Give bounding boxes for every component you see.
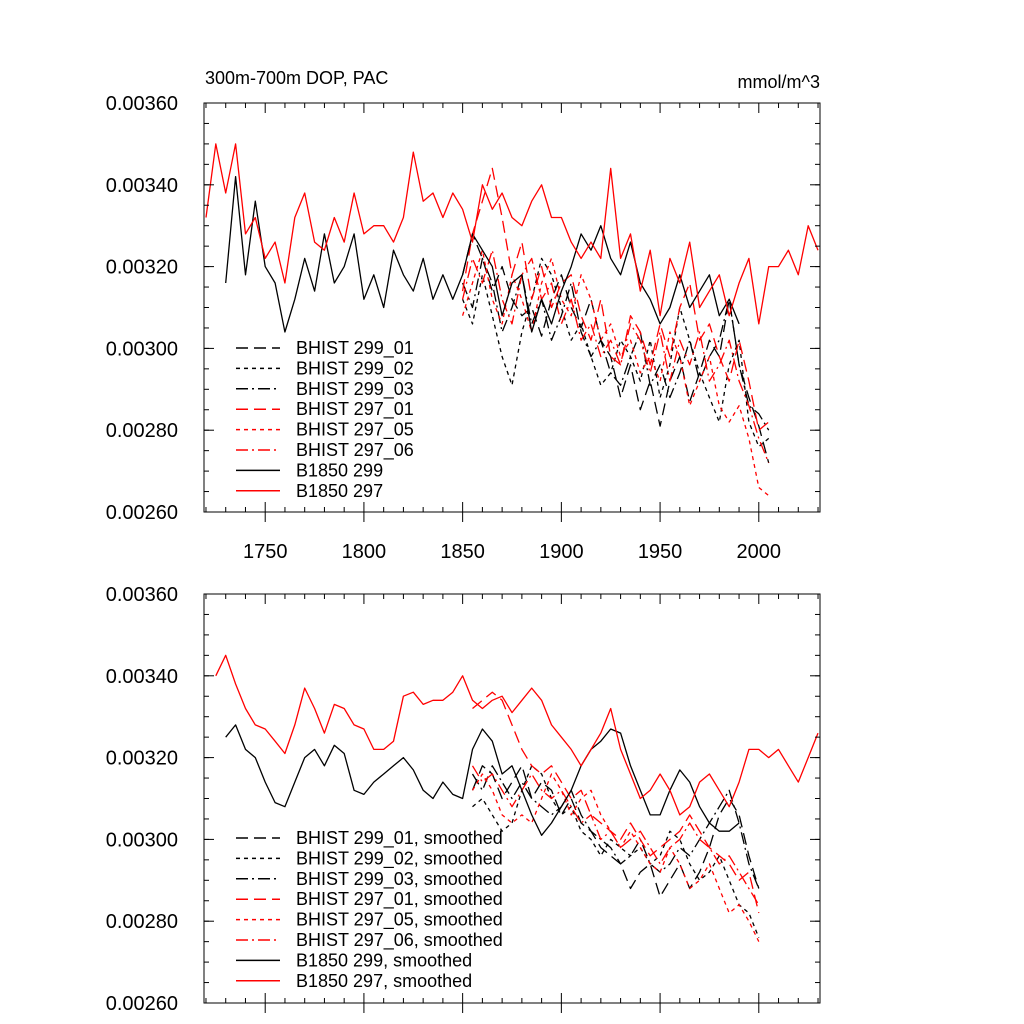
y-tick-label: 0.00300 <box>106 829 178 851</box>
top-chart-panel: 300m-700m DOP, PAC mmol/m^3 0.002600.002… <box>106 68 821 563</box>
legend-label-bhist-297-01-smoothed: BHIST 297_01, smoothed <box>296 889 503 910</box>
axis-ticks: 0.00260 0.00280 0.00300 0.00320 0.00340 0.003… <box>106 93 820 563</box>
bottom-chart-panel: 0.00260 0.00280 0.00300 0.00320 0.00340 0.003… <box>106 584 821 1015</box>
legend-label-bhist-297-06-smoothed: BHIST 297_06, smoothed <box>296 930 503 951</box>
legend-label-b1850-297: B1850 297 <box>296 481 383 501</box>
y-tick-label: 0.00340 <box>106 666 178 688</box>
chart-units: mmol/m^3 <box>738 72 820 92</box>
x-tick-label: 1950 <box>638 541 683 563</box>
chart-title: 300m-700m DOP, PAC <box>205 68 388 88</box>
series-line-bhist-299-03 <box>461 257 770 431</box>
legend-label-b1850-299-smoothed: B1850 299, smoothed <box>296 950 472 970</box>
legend-label-bhist-299-03: BHIST 299_03 <box>296 379 414 400</box>
y-tick-label: 0.00320 <box>106 257 178 279</box>
series-line-bhist-297-01 <box>461 167 770 431</box>
legend-label-bhist-299-01-smoothed: BHIST 299_01, smoothed <box>296 828 503 849</box>
y-tick-label: 0.00280 <box>106 420 178 442</box>
y-tick-label: 0.00340 <box>106 175 178 197</box>
series-line-b1850-297-smoothed <box>215 654 819 816</box>
legend-label-bhist-297-06: BHIST 297_06 <box>296 440 414 461</box>
x-tick-label: 1850 <box>440 541 485 563</box>
x-tick-label: 1800 <box>342 541 387 563</box>
y-tick-label: 0.00260 <box>106 993 178 1015</box>
legend-label-bhist-299-01: BHIST 299_01 <box>296 338 414 359</box>
x-tick-label: 1750 <box>243 541 288 563</box>
legend-label-bhist-299-03-smoothed: BHIST 299_03, smoothed <box>296 869 503 890</box>
legend-label-b1850-299: B1850 299 <box>296 460 383 480</box>
x-tick-label: 1900 <box>539 541 584 563</box>
y-tick-label: 0.00320 <box>106 748 178 770</box>
series-line-bhist-297-06-smoothed <box>471 765 760 906</box>
series-line-b1850-299-smoothed <box>225 724 740 836</box>
series-lines <box>205 143 819 497</box>
axis-ticks-smoothed: 0.00260 0.00280 0.00300 0.00320 0.00340 0.003… <box>106 584 820 1015</box>
series-line-bhist-299-01-smoothed <box>471 765 760 898</box>
y-tick-label: 0.00360 <box>106 93 178 115</box>
legend-label-bhist-297-05-smoothed: BHIST 297_05, smoothed <box>296 910 503 931</box>
legend-label-bhist-297-05: BHIST 297_05 <box>296 420 414 441</box>
series-line-b1850-297 <box>205 143 819 325</box>
legend-label-b1850-297-smoothed: B1850 297, smoothed <box>296 971 472 991</box>
y-tick-label: 0.00300 <box>106 338 178 360</box>
y-tick-label: 0.00360 <box>106 584 178 606</box>
series-line-bhist-297-01-smoothed <box>472 691 760 914</box>
series-lines-smoothed <box>215 654 819 942</box>
series-line-bhist-297-06 <box>461 249 770 464</box>
x-tick-label: 2000 <box>737 541 782 563</box>
y-tick-label: 0.00260 <box>106 502 178 524</box>
series-line-bhist-299-02 <box>461 257 770 448</box>
legend-label-bhist-297-01: BHIST 297_01 <box>296 399 414 420</box>
legend-label-bhist-299-02-smoothed: BHIST 299_02, smoothed <box>296 848 503 869</box>
series-line-bhist-299-01 <box>461 233 770 464</box>
y-tick-label: 0.00280 <box>106 911 178 933</box>
legend-label-bhist-299-02: BHIST 299_02 <box>296 358 414 379</box>
series-line-b1850-299 <box>225 175 740 333</box>
